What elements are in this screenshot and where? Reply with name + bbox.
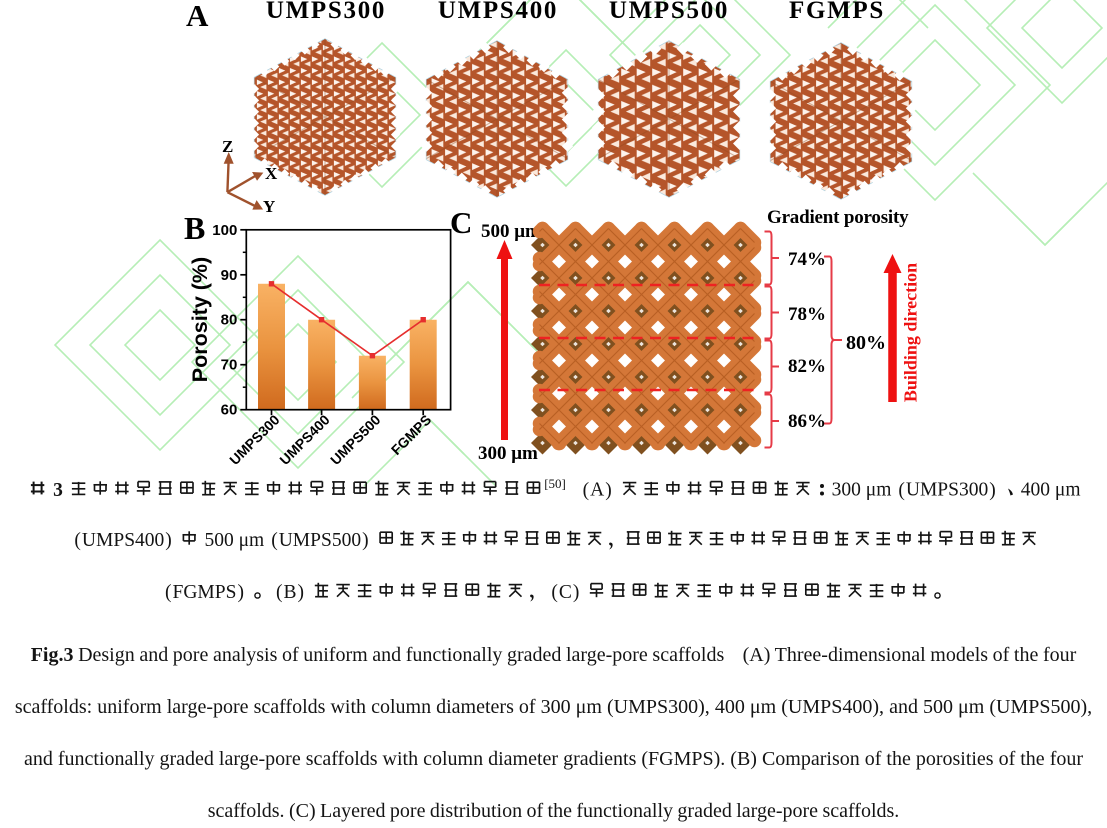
- svg-text:70: 70: [221, 357, 238, 374]
- svg-text:UMPS400: UMPS400: [276, 411, 333, 468]
- svg-text:UMPS300: UMPS300: [226, 411, 283, 468]
- svg-text:80: 80: [221, 312, 238, 329]
- svg-text:100: 100: [212, 222, 237, 239]
- svg-text:90: 90: [221, 267, 238, 284]
- svg-text:Porosity (%): Porosity (%): [188, 257, 212, 382]
- svg-text:UMPS500: UMPS500: [327, 411, 384, 468]
- svg-text:FGMPS: FGMPS: [388, 412, 435, 459]
- svg-text:60: 60: [221, 402, 238, 419]
